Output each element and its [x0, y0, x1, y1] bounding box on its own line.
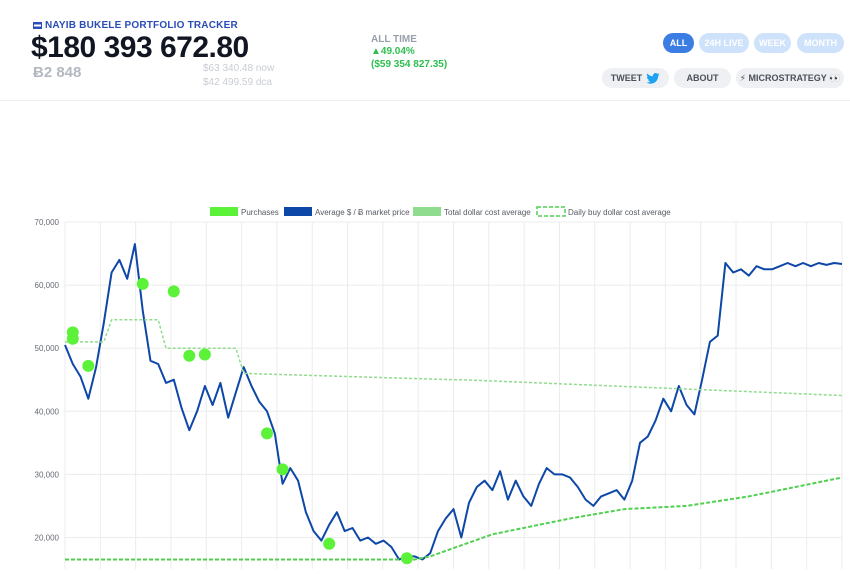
legend-swatch-daily-dca — [536, 206, 566, 217]
series-daily-dca-line — [65, 476, 843, 561]
chart-series — [64, 243, 843, 561]
alltime-percent-change: ▲49.04% — [371, 46, 415, 57]
tab-month[interactable]: MONTH — [797, 33, 844, 53]
purchase-point[interactable] — [136, 277, 149, 290]
dca-price: $42 499.59 dca — [203, 77, 272, 88]
tab-24h-live[interactable]: 24H LIVE — [699, 33, 749, 53]
legend-label-total-dca: Total dollar cost average — [444, 208, 531, 217]
legend-swatch-total-dca — [413, 207, 441, 216]
purchase-point[interactable] — [400, 552, 413, 565]
alltime-label: ALL TIME — [371, 34, 417, 45]
about-button[interactable]: ABOUT — [674, 68, 731, 88]
purchase-point[interactable] — [276, 463, 289, 476]
portfolio-usd-value: $180 393 672.80 — [31, 31, 249, 64]
app-title-text: NAYIB BUKELE PORTFOLIO TRACKER — [45, 20, 238, 31]
y-tick-label: 30,000 — [35, 470, 60, 479]
current-price: $63 340.48 now — [203, 63, 275, 74]
purchase-point[interactable] — [66, 332, 79, 345]
legend-label-daily-dca: Daily buy dollar cost average — [568, 208, 671, 217]
purchase-points — [66, 277, 413, 565]
purchase-point[interactable] — [261, 427, 274, 440]
price-chart[interactable]: 20,000 30,000 40,000 50,000 60,000 70,000 Pur… — [0, 195, 850, 569]
series-market-price-line — [64, 243, 843, 561]
purchase-point[interactable] — [82, 359, 95, 372]
chart-grid — [64, 221, 843, 569]
series-total-dca-line — [65, 319, 843, 397]
twitter-bird-icon — [646, 72, 660, 84]
microstrategy-label: ⚡ MICROSTRATEGY 👀 — [739, 72, 841, 83]
purchase-point[interactable] — [167, 285, 180, 298]
y-tick-label: 40,000 — [35, 407, 60, 416]
y-tick-label: 50,000 — [35, 344, 60, 353]
y-tick-label: 60,000 — [35, 281, 60, 290]
legend-label-purchases: Purchases — [241, 208, 279, 217]
tab-all[interactable]: ALL — [663, 33, 694, 53]
purchase-point[interactable] — [183, 349, 196, 362]
y-axis-ticks: 20,000 30,000 40,000 50,000 60,000 70,000 — [35, 218, 60, 542]
tweet-button[interactable]: TWEET — [602, 68, 669, 88]
purchase-point[interactable] — [198, 348, 211, 361]
chart-legend: Purchases Average $ / Ƀ market price Tot… — [210, 206, 671, 217]
chart-svg: 20,000 30,000 40,000 50,000 60,000 70,000 Pur… — [35, 206, 843, 569]
portfolio-btc-holding: Ƀ2 848 — [33, 64, 82, 81]
about-label: ABOUT — [686, 73, 719, 83]
microstrategy-button[interactable]: ⚡ MICROSTRATEGY 👀 — [736, 68, 844, 88]
y-tick-label: 20,000 — [35, 533, 60, 542]
legend-swatch-market-price — [284, 207, 312, 216]
purchase-point[interactable] — [323, 537, 336, 550]
app-title[interactable]: NAYIB BUKELE PORTFOLIO TRACKER — [33, 20, 238, 31]
alltime-usd-change: ($59 354 827.35) — [371, 59, 448, 70]
el-salvador-flag-icon — [33, 22, 42, 29]
legend-swatch-purchases — [210, 207, 238, 216]
tab-week[interactable]: WEEK — [754, 33, 791, 53]
tweet-label: TWEET — [610, 73, 643, 83]
legend-label-market-price: Average $ / Ƀ market price — [315, 208, 410, 217]
y-tick-label: 70,000 — [35, 218, 60, 227]
header-bar: NAYIB BUKELE PORTFOLIO TRACKER $180 393 … — [0, 0, 850, 101]
